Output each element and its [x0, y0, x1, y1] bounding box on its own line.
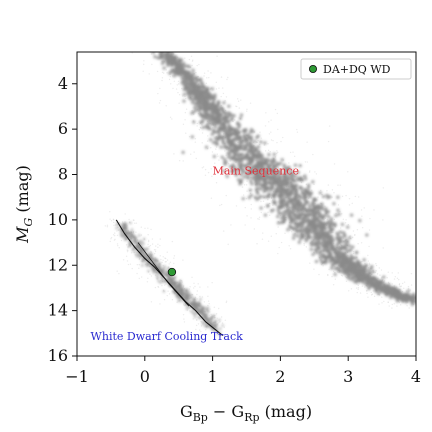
annotation-1: White Dwarf Cooling Track — [91, 330, 244, 343]
y-tick-label-2: 8 — [58, 165, 68, 184]
plot-area: Main Sequence White Dwarf Cooling Track — [76, 51, 417, 357]
annotation-0: Main Sequence — [213, 165, 299, 178]
x-tick-label-1: 0 — [140, 367, 150, 386]
y-axis-ticks: 4 6 8 10 12 14 16 — [48, 74, 77, 365]
y-tick-label-3: 10 — [48, 210, 68, 229]
legend-box — [300, 58, 412, 80]
x-tick-label-5: 4 — [411, 367, 421, 386]
legend-label: DA+DQ WD — [323, 63, 391, 76]
x-tick-label-0: −1 — [65, 367, 89, 386]
y-tick-label-4: 12 — [48, 255, 68, 274]
data-points — [167, 267, 177, 277]
plot-background — [77, 52, 416, 356]
x-axis-label: GBp − GRp (mag) — [180, 402, 312, 424]
legend-marker — [308, 65, 317, 74]
x-tick-label-3: 2 — [275, 367, 285, 386]
x-tick-label-4: 3 — [343, 367, 353, 386]
x-tick-label-2: 1 — [208, 367, 218, 386]
population-core — [115, 52, 416, 335]
x-axis-ticks: −1 0 1 2 3 4 — [65, 356, 421, 386]
y-tick-label-5: 14 — [48, 301, 68, 320]
background-population — [104, 52, 416, 340]
legend: DA+DQ WD — [300, 58, 412, 80]
y-tick-label-0: 4 — [58, 74, 68, 93]
plot-frame — [76, 51, 417, 357]
annotations: Main Sequence White Dwarf Cooling Track — [91, 165, 299, 344]
y-axis-label: MG (mag) — [13, 165, 35, 244]
data-point-0-0 — [167, 267, 177, 277]
y-tick-label-1: 6 — [58, 119, 68, 138]
y-tick-label-6: 16 — [48, 346, 68, 365]
cooling-track-models — [115, 219, 224, 337]
